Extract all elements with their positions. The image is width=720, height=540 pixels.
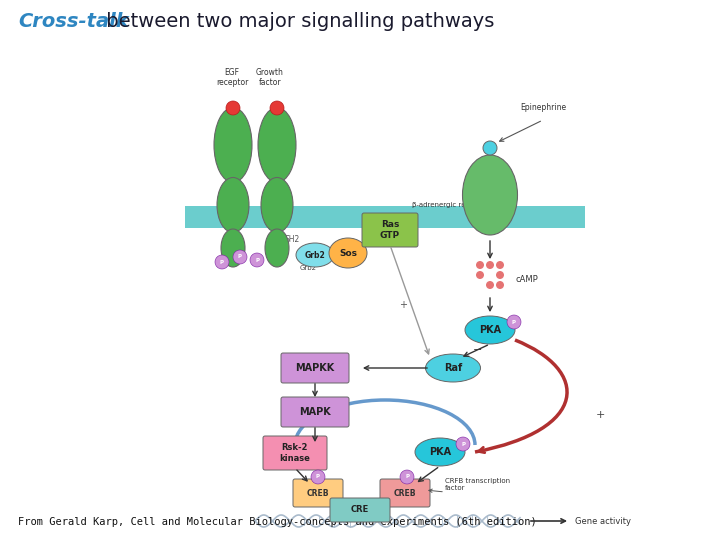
FancyBboxPatch shape bbox=[281, 353, 349, 383]
Text: +: + bbox=[399, 300, 407, 310]
Text: Grb2: Grb2 bbox=[305, 251, 325, 260]
Text: P: P bbox=[512, 320, 516, 325]
Text: Ras
GTP: Ras GTP bbox=[380, 220, 400, 240]
FancyBboxPatch shape bbox=[362, 213, 418, 247]
Ellipse shape bbox=[261, 178, 293, 233]
Text: P: P bbox=[461, 442, 465, 447]
Ellipse shape bbox=[415, 438, 465, 466]
Ellipse shape bbox=[311, 470, 325, 484]
Text: Cross-talk: Cross-talk bbox=[18, 12, 129, 31]
Ellipse shape bbox=[483, 141, 497, 155]
Ellipse shape bbox=[217, 178, 249, 233]
Ellipse shape bbox=[233, 250, 247, 264]
Ellipse shape bbox=[456, 437, 470, 451]
Ellipse shape bbox=[486, 261, 494, 269]
Ellipse shape bbox=[496, 261, 504, 269]
Ellipse shape bbox=[496, 281, 504, 289]
Text: Gene activity: Gene activity bbox=[575, 516, 631, 525]
Ellipse shape bbox=[426, 354, 480, 382]
Text: MAPKK: MAPKK bbox=[295, 363, 335, 373]
Ellipse shape bbox=[265, 229, 289, 267]
Text: Rsk-2
kinase: Rsk-2 kinase bbox=[279, 443, 310, 463]
Text: CREB: CREB bbox=[394, 489, 416, 497]
Ellipse shape bbox=[214, 107, 252, 183]
Ellipse shape bbox=[465, 316, 515, 344]
Ellipse shape bbox=[258, 107, 296, 183]
Text: Raf: Raf bbox=[444, 363, 462, 373]
Text: P: P bbox=[220, 260, 224, 265]
Text: CRFB transcription
factor: CRFB transcription factor bbox=[445, 478, 510, 491]
Text: PKA: PKA bbox=[429, 447, 451, 457]
Text: P: P bbox=[405, 475, 409, 480]
Ellipse shape bbox=[496, 271, 504, 279]
Ellipse shape bbox=[476, 271, 484, 279]
Text: Grb2: Grb2 bbox=[300, 265, 317, 271]
Text: cAMP: cAMP bbox=[515, 275, 538, 285]
Ellipse shape bbox=[270, 101, 284, 115]
Ellipse shape bbox=[296, 243, 334, 267]
FancyBboxPatch shape bbox=[330, 498, 390, 522]
Text: CREB: CREB bbox=[307, 489, 329, 497]
Text: P: P bbox=[316, 475, 320, 480]
FancyBboxPatch shape bbox=[263, 436, 327, 470]
Text: SH2: SH2 bbox=[284, 235, 300, 245]
Text: EGF
receptor: EGF receptor bbox=[216, 68, 248, 87]
Ellipse shape bbox=[486, 281, 494, 289]
Ellipse shape bbox=[329, 238, 367, 268]
Text: MAPK: MAPK bbox=[299, 407, 331, 417]
Ellipse shape bbox=[221, 229, 245, 267]
Text: β-adrenergic receptor: β-adrenergic receptor bbox=[412, 202, 488, 208]
FancyBboxPatch shape bbox=[380, 479, 430, 507]
Text: −: − bbox=[473, 345, 482, 355]
FancyBboxPatch shape bbox=[293, 479, 343, 507]
Ellipse shape bbox=[400, 470, 414, 484]
Text: PKA: PKA bbox=[479, 325, 501, 335]
Text: between two major signalling pathways: between two major signalling pathways bbox=[100, 12, 495, 31]
Ellipse shape bbox=[250, 253, 264, 267]
FancyBboxPatch shape bbox=[281, 397, 349, 427]
Ellipse shape bbox=[476, 261, 484, 269]
Text: P: P bbox=[255, 258, 259, 262]
Ellipse shape bbox=[462, 155, 518, 235]
Bar bbox=[185, 206, 585, 228]
Text: CRE: CRE bbox=[351, 505, 369, 515]
Text: P: P bbox=[238, 254, 242, 260]
Text: Sos: Sos bbox=[339, 248, 357, 258]
Ellipse shape bbox=[507, 315, 521, 329]
Text: From Gerald Karp, Cell and Molecular Biology-concepts and experiments (6th editi: From Gerald Karp, Cell and Molecular Bio… bbox=[18, 517, 536, 527]
Ellipse shape bbox=[226, 101, 240, 115]
Text: +: + bbox=[595, 410, 605, 420]
Text: Epinephrine: Epinephrine bbox=[520, 103, 566, 112]
Ellipse shape bbox=[215, 255, 229, 269]
Text: Growth
factor: Growth factor bbox=[256, 68, 284, 87]
